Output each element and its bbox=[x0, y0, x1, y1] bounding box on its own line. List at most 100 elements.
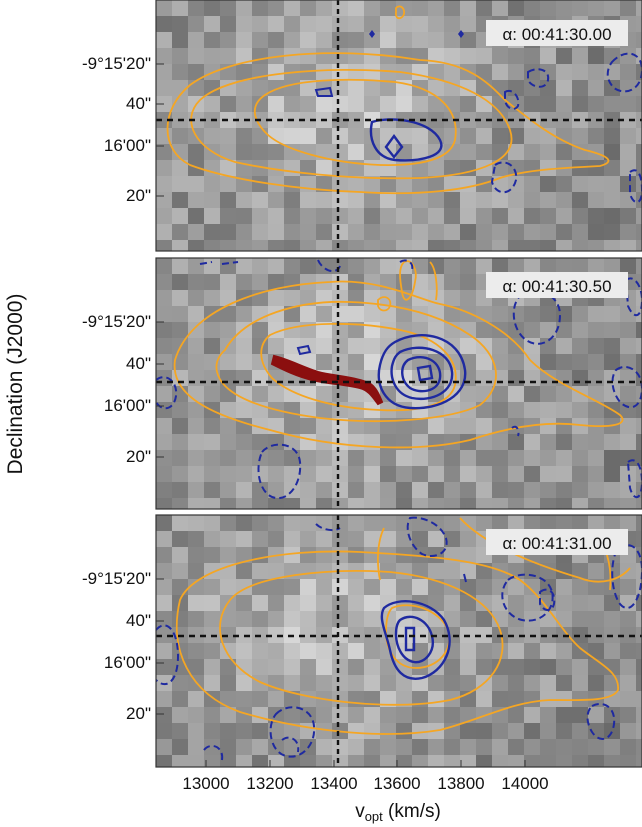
map-pixel bbox=[364, 707, 381, 724]
map-pixel bbox=[572, 64, 589, 81]
map-pixel bbox=[380, 128, 397, 145]
map-pixel bbox=[284, 144, 301, 161]
panel-2-ytick-label: 40" bbox=[126, 354, 151, 373]
map-pixel bbox=[572, 707, 589, 724]
map-pixel bbox=[476, 80, 493, 97]
map-pixel bbox=[620, 643, 637, 660]
map-pixel bbox=[524, 515, 541, 532]
map-pixel bbox=[284, 659, 301, 676]
map-pixel bbox=[252, 466, 269, 483]
map-pixel bbox=[636, 354, 642, 371]
map-pixel bbox=[604, 707, 621, 724]
map-pixel bbox=[204, 208, 221, 225]
map-pixel bbox=[204, 707, 221, 724]
map-pixel bbox=[300, 112, 317, 129]
map-pixel bbox=[572, 96, 589, 113]
map-pixel bbox=[460, 563, 477, 580]
map-pixel bbox=[348, 691, 365, 708]
map-pixel bbox=[620, 208, 637, 225]
map-pixel bbox=[444, 258, 461, 275]
map-pixel bbox=[204, 515, 221, 532]
map-pixel bbox=[508, 176, 525, 193]
map-pixel bbox=[428, 306, 445, 323]
map-pixel bbox=[588, 482, 605, 499]
map-pixel bbox=[172, 498, 189, 509]
map-pixel bbox=[556, 579, 573, 596]
map-pixel bbox=[300, 0, 317, 17]
map-pixel bbox=[444, 707, 461, 724]
map-pixel bbox=[172, 531, 189, 548]
map-pixel bbox=[524, 128, 541, 145]
map-pixel bbox=[508, 0, 525, 17]
map-pixel bbox=[284, 306, 301, 323]
map-pixel bbox=[588, 306, 605, 323]
map-pixel bbox=[444, 160, 461, 177]
map-pixel bbox=[364, 192, 381, 209]
map-pixel bbox=[300, 144, 317, 161]
map-pixel bbox=[268, 691, 285, 708]
map-pixel bbox=[412, 208, 429, 225]
map-pixel bbox=[252, 595, 269, 612]
map-pixel bbox=[204, 48, 221, 65]
map-pixel bbox=[508, 723, 525, 740]
map-pixel bbox=[284, 160, 301, 177]
map-pixel bbox=[204, 258, 221, 275]
map-pixel bbox=[460, 64, 477, 81]
map-pixel bbox=[380, 466, 397, 483]
map-pixel bbox=[236, 274, 253, 291]
map-pixel bbox=[396, 563, 413, 580]
map-pixel bbox=[524, 498, 541, 509]
map-pixel bbox=[572, 627, 589, 644]
map-pixel bbox=[460, 595, 477, 612]
map-pixel bbox=[396, 338, 413, 355]
map-pixel bbox=[364, 434, 381, 451]
map-pixel bbox=[284, 16, 301, 33]
map-pixel bbox=[268, 144, 285, 161]
map-pixel bbox=[460, 176, 477, 193]
map-pixel bbox=[572, 675, 589, 692]
map-pixel bbox=[556, 739, 573, 756]
map-pixel bbox=[156, 755, 173, 767]
map-pixel bbox=[188, 16, 205, 33]
map-pixel bbox=[268, 627, 285, 644]
map-pixel bbox=[156, 515, 173, 532]
map-pixel bbox=[252, 48, 269, 65]
map-pixel bbox=[284, 643, 301, 660]
map-pixel bbox=[636, 418, 642, 435]
map-pixel bbox=[268, 450, 285, 467]
map-pixel bbox=[460, 144, 477, 161]
map-pixel bbox=[156, 290, 173, 307]
map-pixel bbox=[620, 691, 637, 708]
map-pixel bbox=[380, 386, 397, 403]
blue-contour-2 bbox=[394, 615, 434, 664]
map-pixel bbox=[412, 48, 429, 65]
map-pixel bbox=[252, 563, 269, 580]
map-pixel bbox=[252, 434, 269, 451]
map-pixel bbox=[300, 515, 317, 532]
map-pixel bbox=[636, 112, 642, 129]
blue-dot-1 bbox=[369, 30, 375, 38]
map-pixel bbox=[316, 450, 333, 467]
map-pixel bbox=[172, 176, 189, 193]
map-pixel bbox=[556, 563, 573, 580]
map-pixel bbox=[300, 80, 317, 97]
map-pixel bbox=[364, 595, 381, 612]
blue-dashed-contour-3 bbox=[504, 90, 520, 110]
map-pixel bbox=[396, 96, 413, 113]
map-pixel bbox=[188, 160, 205, 177]
map-pixel bbox=[156, 48, 173, 65]
map-pixel bbox=[620, 627, 637, 644]
map-pixel bbox=[300, 547, 317, 564]
map-pixel bbox=[412, 306, 429, 323]
map-pixel bbox=[348, 755, 365, 767]
map-pixel bbox=[588, 466, 605, 483]
map-pixel bbox=[604, 208, 621, 225]
map-pixel bbox=[316, 466, 333, 483]
map-pixel bbox=[332, 306, 349, 323]
map-pixel bbox=[236, 739, 253, 756]
map-pixel bbox=[476, 595, 493, 612]
map-pixel bbox=[220, 128, 237, 145]
map-pixel bbox=[236, 531, 253, 548]
map-pixel bbox=[236, 16, 253, 33]
map-pixel bbox=[492, 192, 509, 209]
